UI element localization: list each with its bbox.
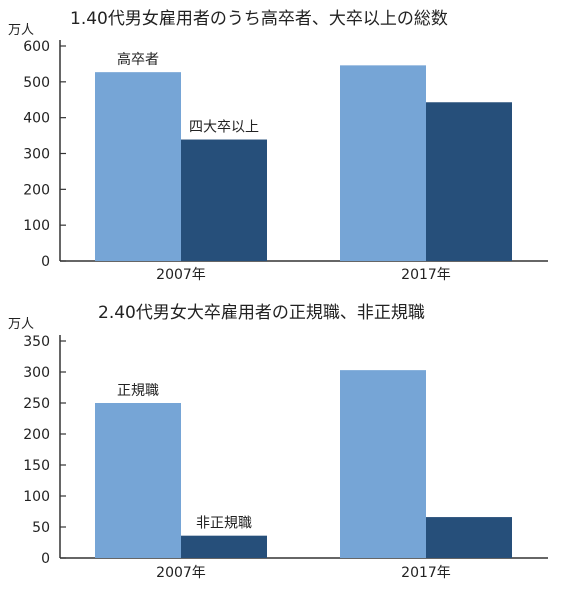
chart-1-bar-series1 — [95, 72, 181, 262]
chart-1-y-tick-label: 100 — [23, 218, 50, 234]
chart-1-title: 1.40代男女雇用者のうち高卒者、大卒以上の総数 — [70, 9, 448, 29]
chart-1-unit-label: 万人 — [8, 23, 34, 38]
chart-2-y-tick-label: 100 — [23, 489, 50, 505]
chart-1-y-tick-label: 600 — [23, 39, 50, 55]
chart-1-y-tick-label: 300 — [23, 147, 50, 163]
chart-1-y-tick-label: 0 — [41, 254, 50, 270]
chart-2-y-tick-label: 0 — [41, 551, 50, 567]
chart-2-bar-series1 — [95, 403, 181, 558]
chart-1-bar-series1 — [340, 65, 426, 261]
chart-1-y-tick-label: 200 — [23, 182, 50, 198]
chart-2-category-label: 2017年 — [401, 565, 451, 581]
chart-1-y-tick-label: 500 — [23, 75, 50, 91]
chart-2-y-tick-label: 50 — [32, 520, 50, 536]
chart-2-bar-series2 — [181, 535, 267, 558]
chart-2-y-tick-label: 200 — [23, 427, 50, 443]
chart-2-y-tick-label: 300 — [23, 365, 50, 381]
chart-1-category-label: 2007年 — [156, 267, 206, 283]
chart-2-bar-series1 — [340, 370, 426, 558]
chart-1-bar-series2 — [426, 102, 512, 261]
chart-1-bar-series2 — [181, 139, 267, 261]
chart-1-y-tick-label: 400 — [23, 111, 50, 127]
chart-2-title: 2.40代男女大卒雇用者の正規職、非正規職 — [98, 303, 425, 323]
chart-2-bar-series2 — [426, 517, 512, 558]
chart-2-y-tick-label: 250 — [23, 396, 50, 412]
chart-1-series-label: 高卒者 — [117, 51, 159, 68]
chart-2-series-label: 非正規職 — [196, 516, 252, 532]
chart-2-y-tick-label: 150 — [23, 458, 50, 474]
chart-2-category-label: 2007年 — [156, 565, 206, 581]
chart-2-series-label: 正規職 — [117, 383, 159, 399]
chart-2-unit-label: 万人 — [8, 317, 34, 332]
chart-2-y-tick-label: 350 — [23, 334, 50, 350]
chart-1-category-label: 2017年 — [401, 267, 451, 283]
chart-1-series-label: 四大卒以上 — [189, 120, 259, 136]
